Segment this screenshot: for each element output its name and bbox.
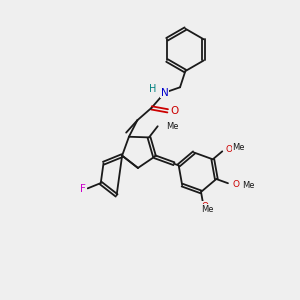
Text: Me: Me [201,205,213,214]
Text: O: O [201,202,208,211]
Text: Me: Me [232,143,245,152]
Text: O: O [226,145,232,154]
Text: O: O [233,179,240,188]
Text: F: F [80,184,86,194]
Text: N: N [161,88,169,98]
Text: Me: Me [166,122,178,131]
Text: Me: Me [242,181,254,190]
Text: H: H [149,84,157,94]
Text: O: O [170,106,178,116]
